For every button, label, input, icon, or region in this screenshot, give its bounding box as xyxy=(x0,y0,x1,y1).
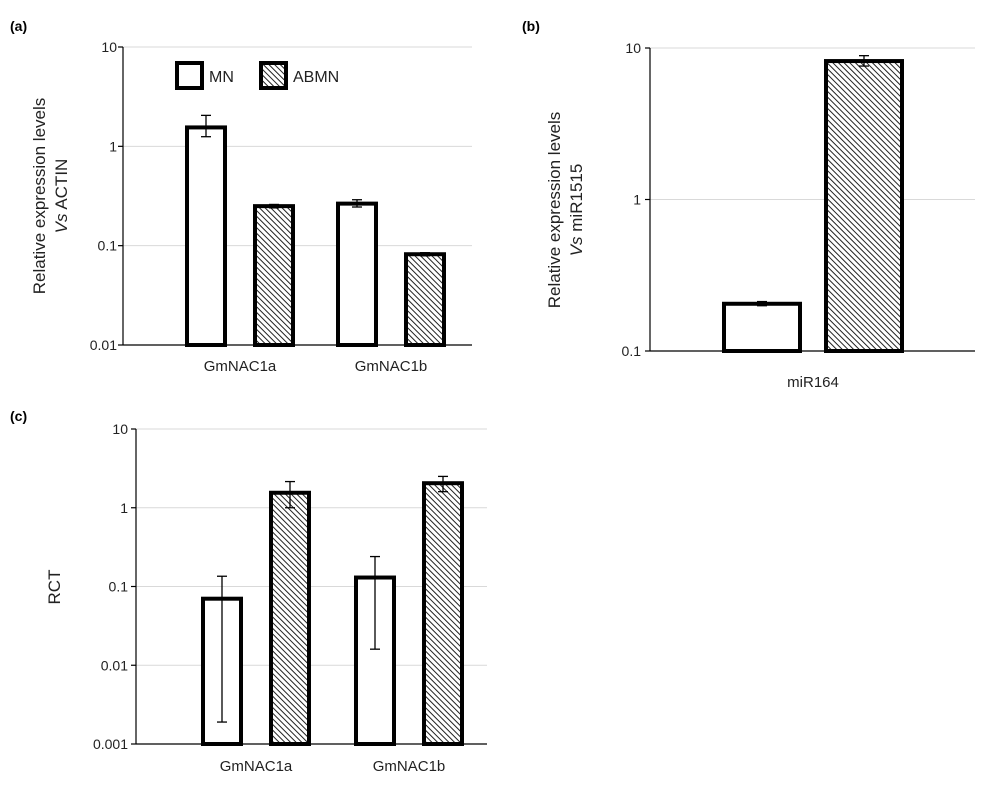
y-axis-label-italic: Vs xyxy=(567,236,586,256)
y-tick-label: 10 xyxy=(625,40,641,56)
y-tick-label: 1 xyxy=(120,500,128,516)
y-tick-label: 0.1 xyxy=(109,579,129,595)
y-tick-label: 0.01 xyxy=(90,337,117,353)
y-axis-label: Relative expression levels Vs ACTIN xyxy=(30,98,71,295)
category-label: GmNAC1b xyxy=(373,758,446,775)
chart-panel-a: (a) 0.01 0.1 1 10 Relative expression levels V… xyxy=(10,18,472,375)
chart-panel-b: (b) 0.1 1 10 Relative expression levels Vs mi… xyxy=(522,18,975,391)
y-axis-label-line2: ACTIN xyxy=(52,159,71,214)
y-tick-label: 0.1 xyxy=(98,238,118,254)
y-axis-label-italic: Vs xyxy=(52,213,71,233)
panel-label: (c) xyxy=(10,408,27,424)
bar-abmn-gmnac1a xyxy=(269,490,311,746)
y-tick-label: 0.01 xyxy=(101,657,128,673)
y-axis-label: RCT xyxy=(45,570,64,605)
y-axis-label-line1: RCT xyxy=(45,570,64,605)
y-tick-label: 1 xyxy=(109,138,117,154)
chart-panel-c: (c) 0.001 0.01 0.1 1 10 RCT GmNAC1a GmNAC1b xyxy=(10,408,487,775)
y-axis-label: Relative expression levels Vs miR1515 xyxy=(545,112,586,309)
panel-label: (b) xyxy=(522,18,540,34)
category-label: miR164 xyxy=(787,374,839,391)
bar-mn-gmnac1b xyxy=(336,201,378,347)
y-tick-label: 1 xyxy=(633,192,641,208)
bar-abmn-gmnac1b xyxy=(404,252,446,348)
y-tick-label: 10 xyxy=(112,421,128,437)
y-axis-label-line1: Relative expression levels xyxy=(545,112,564,309)
y-axis-label-line1: Relative expression levels xyxy=(30,98,49,295)
y-tick-label: 0.001 xyxy=(93,736,128,752)
bar-mn-gmnac1a xyxy=(185,125,227,347)
y-axis-label-line2: miR1515 xyxy=(567,164,586,237)
bar-mn-mir164 xyxy=(722,301,802,353)
y-tick-label: 0.1 xyxy=(622,343,642,359)
legend-swatch-mn xyxy=(175,61,204,90)
legend-label-mn: MN xyxy=(209,69,234,86)
bar-abmn-mir164 xyxy=(824,59,904,354)
legend-swatch-abmn xyxy=(259,61,288,90)
category-label: GmNAC1a xyxy=(204,358,277,375)
bar-abmn-gmnac1a xyxy=(253,204,295,347)
bar-abmn-gmnac1b xyxy=(422,481,464,746)
category-label: GmNAC1a xyxy=(220,758,293,775)
category-label: GmNAC1b xyxy=(355,358,428,375)
y-tick-label: 10 xyxy=(101,39,117,55)
legend: MN ABMN xyxy=(175,61,339,90)
panel-label: (a) xyxy=(10,18,27,34)
legend-label-abmn: ABMN xyxy=(293,69,339,86)
